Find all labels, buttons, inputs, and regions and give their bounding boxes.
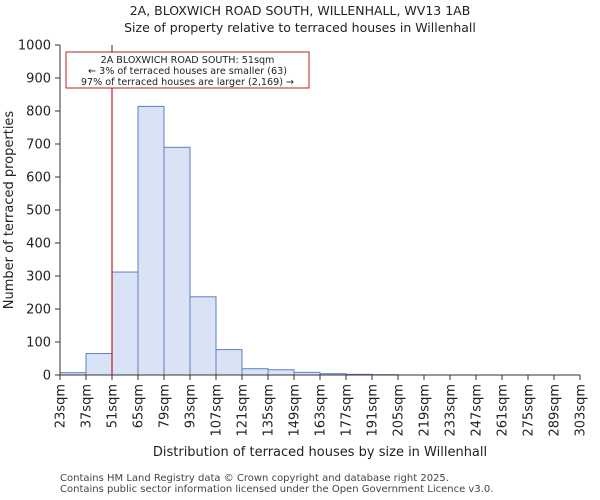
y-axis-title: Number of terraced properties — [2, 111, 17, 310]
annotation-line: 2A BLOXWICH ROAD SOUTH: 51sqm — [101, 55, 275, 66]
x-tick-label: 121sqm — [236, 384, 251, 437]
y-tick-label: 400 — [26, 237, 51, 252]
x-tick-label: 135sqm — [262, 384, 277, 437]
x-axis-title: Distribution of terraced houses by size … — [153, 445, 487, 460]
x-tick-label: 205sqm — [392, 384, 407, 437]
y-tick-label: 500 — [26, 204, 51, 219]
y-tick-label: 800 — [26, 105, 51, 120]
annotation-box — [65, 51, 310, 89]
x-tick-label: 149sqm — [288, 384, 303, 437]
x-tick-label: 37sqm — [80, 384, 95, 428]
x-tick-label: 177sqm — [340, 384, 355, 437]
annotation-line: 97% of terraced houses are larger (2,169… — [81, 77, 294, 88]
x-tick-label: 275sqm — [522, 384, 537, 437]
chart-title: 2A, BLOXWICH ROAD SOUTH, WILLENHALL, WV1… — [129, 3, 471, 18]
footer-line-2: Contains public sector information licen… — [60, 484, 494, 495]
x-tick-label: 65sqm — [132, 384, 147, 428]
y-tick-label: 100 — [26, 336, 51, 351]
x-tick-label: 93sqm — [184, 384, 199, 428]
x-tick-label: 261sqm — [496, 384, 511, 437]
x-tick-label: 191sqm — [366, 384, 381, 437]
histogram-bar — [163, 146, 191, 376]
histogram-bar — [215, 349, 243, 376]
histogram-bar — [137, 105, 165, 376]
y-tick-label: 0 — [43, 369, 51, 384]
x-tick-label: 51sqm — [106, 384, 121, 428]
histogram-bar — [267, 369, 295, 376]
histogram-bar — [111, 271, 139, 376]
x-tick-label: 289sqm — [548, 384, 563, 437]
y-tick-label: 300 — [26, 270, 51, 285]
y-tick-label: 200 — [26, 303, 51, 318]
x-tick-label: 23sqm — [54, 384, 69, 428]
annotation-line: ← 3% of terraced houses are smaller (63) — [88, 66, 287, 77]
y-tick-label: 900 — [26, 72, 51, 87]
y-tick-label: 700 — [26, 138, 51, 153]
chart-subtitle: Size of property relative to terraced ho… — [124, 20, 476, 35]
x-tick-label: 107sqm — [210, 384, 225, 437]
footer-line-1: Contains HM Land Registry data © Crown c… — [60, 473, 449, 484]
histogram-bar — [189, 296, 217, 376]
x-tick-label: 303sqm — [574, 384, 589, 437]
x-tick-label: 219sqm — [418, 384, 433, 437]
x-tick-label: 79sqm — [158, 384, 173, 428]
y-tick-label: 600 — [26, 171, 51, 186]
y-tick-label: 1000 — [18, 39, 51, 54]
histogram-bar — [241, 368, 269, 376]
x-tick-label: 233sqm — [444, 384, 459, 437]
x-tick-label: 163sqm — [314, 384, 329, 437]
histogram-bar — [85, 353, 113, 376]
x-tick-label: 247sqm — [470, 384, 485, 437]
